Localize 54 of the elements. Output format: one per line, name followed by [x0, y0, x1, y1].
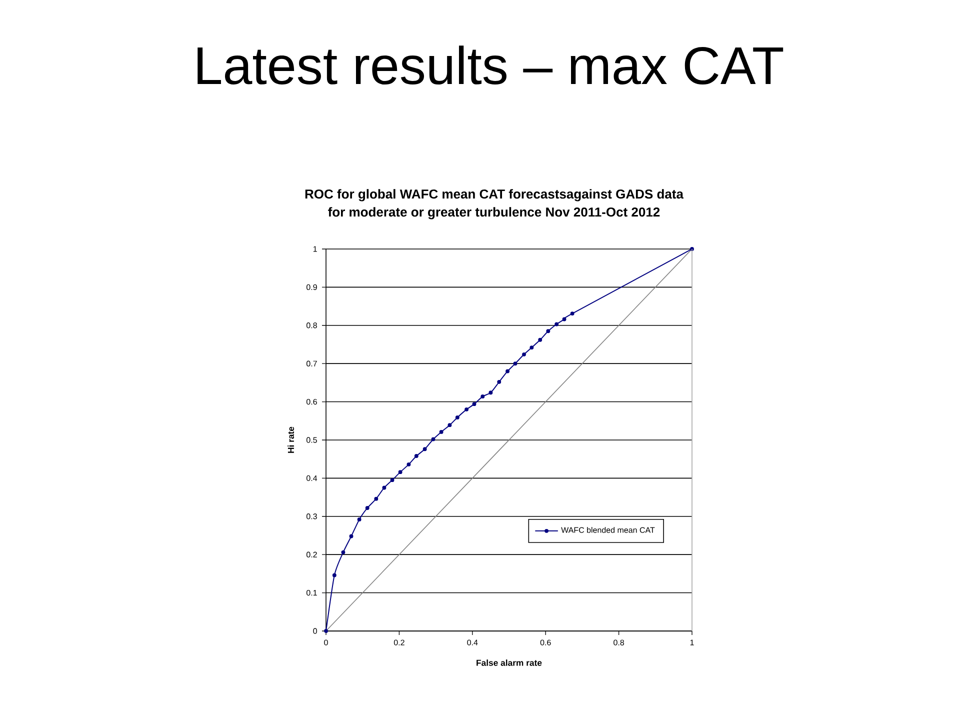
- y-tick-label: 0.6: [306, 398, 317, 405]
- point: [554, 322, 559, 326]
- x-tick-label: 0: [324, 640, 328, 646]
- point: [522, 352, 526, 356]
- x-tick-label: 0.2: [394, 640, 404, 646]
- y-axis-title: Hi rate: [288, 426, 294, 453]
- point: [382, 486, 386, 490]
- point: [357, 517, 362, 522]
- chart-title: Latest results – max CAT: [198, 46, 784, 85]
- point: [480, 394, 485, 398]
- y-tick-label: 0.7: [306, 360, 317, 366]
- point: [431, 437, 436, 442]
- y-tick-label: 0.4: [306, 475, 318, 482]
- point: [332, 573, 336, 578]
- point: [422, 447, 427, 452]
- point: [513, 362, 518, 366]
- point: [488, 390, 493, 395]
- point: [341, 550, 346, 554]
- point: [349, 534, 354, 538]
- y-tick-label: 0.2: [306, 552, 317, 558]
- point: [546, 329, 550, 334]
- x-tick-label: 0.8: [614, 640, 624, 646]
- x-tick-label: 1: [690, 640, 694, 646]
- point: [414, 454, 418, 458]
- y-tick-label: 1: [313, 246, 317, 252]
- point: [538, 338, 542, 342]
- y-tick-label: 0.8: [306, 322, 317, 328]
- x-tick-label: 0.6: [540, 640, 551, 646]
- point: [455, 415, 460, 420]
- point: [398, 470, 402, 474]
- point: [374, 496, 378, 501]
- point: [472, 402, 476, 406]
- legend-label: WAFC blended mean CAT: [561, 526, 655, 533]
- point: [506, 369, 510, 374]
- point: [497, 380, 502, 384]
- y-tick-label: 0.1: [306, 590, 317, 596]
- x-axis-title: False alarm rate: [476, 660, 542, 666]
- point: [406, 462, 411, 466]
- point: [570, 312, 574, 316]
- point: [464, 407, 469, 412]
- y-tick-label: 0.9: [306, 284, 317, 290]
- y-tick-label: 0.3: [306, 514, 317, 520]
- x-tick-label: 0.4: [467, 640, 478, 646]
- point: [448, 423, 452, 428]
- point: [324, 629, 328, 633]
- point: [439, 430, 444, 434]
- point: [390, 478, 394, 482]
- y-tick-label: 0.5: [306, 437, 317, 443]
- point: [562, 317, 566, 322]
- y-tick-label: 0: [313, 628, 317, 634]
- chart-subtitle: ROC for global WAFC mean CAT forecastsagainst GADS data for moderate or greater turbulence Nov 2011-Oct 2012: [305, 189, 684, 220]
- point: [690, 247, 694, 251]
- point: [365, 506, 370, 510]
- point: [530, 346, 534, 350]
